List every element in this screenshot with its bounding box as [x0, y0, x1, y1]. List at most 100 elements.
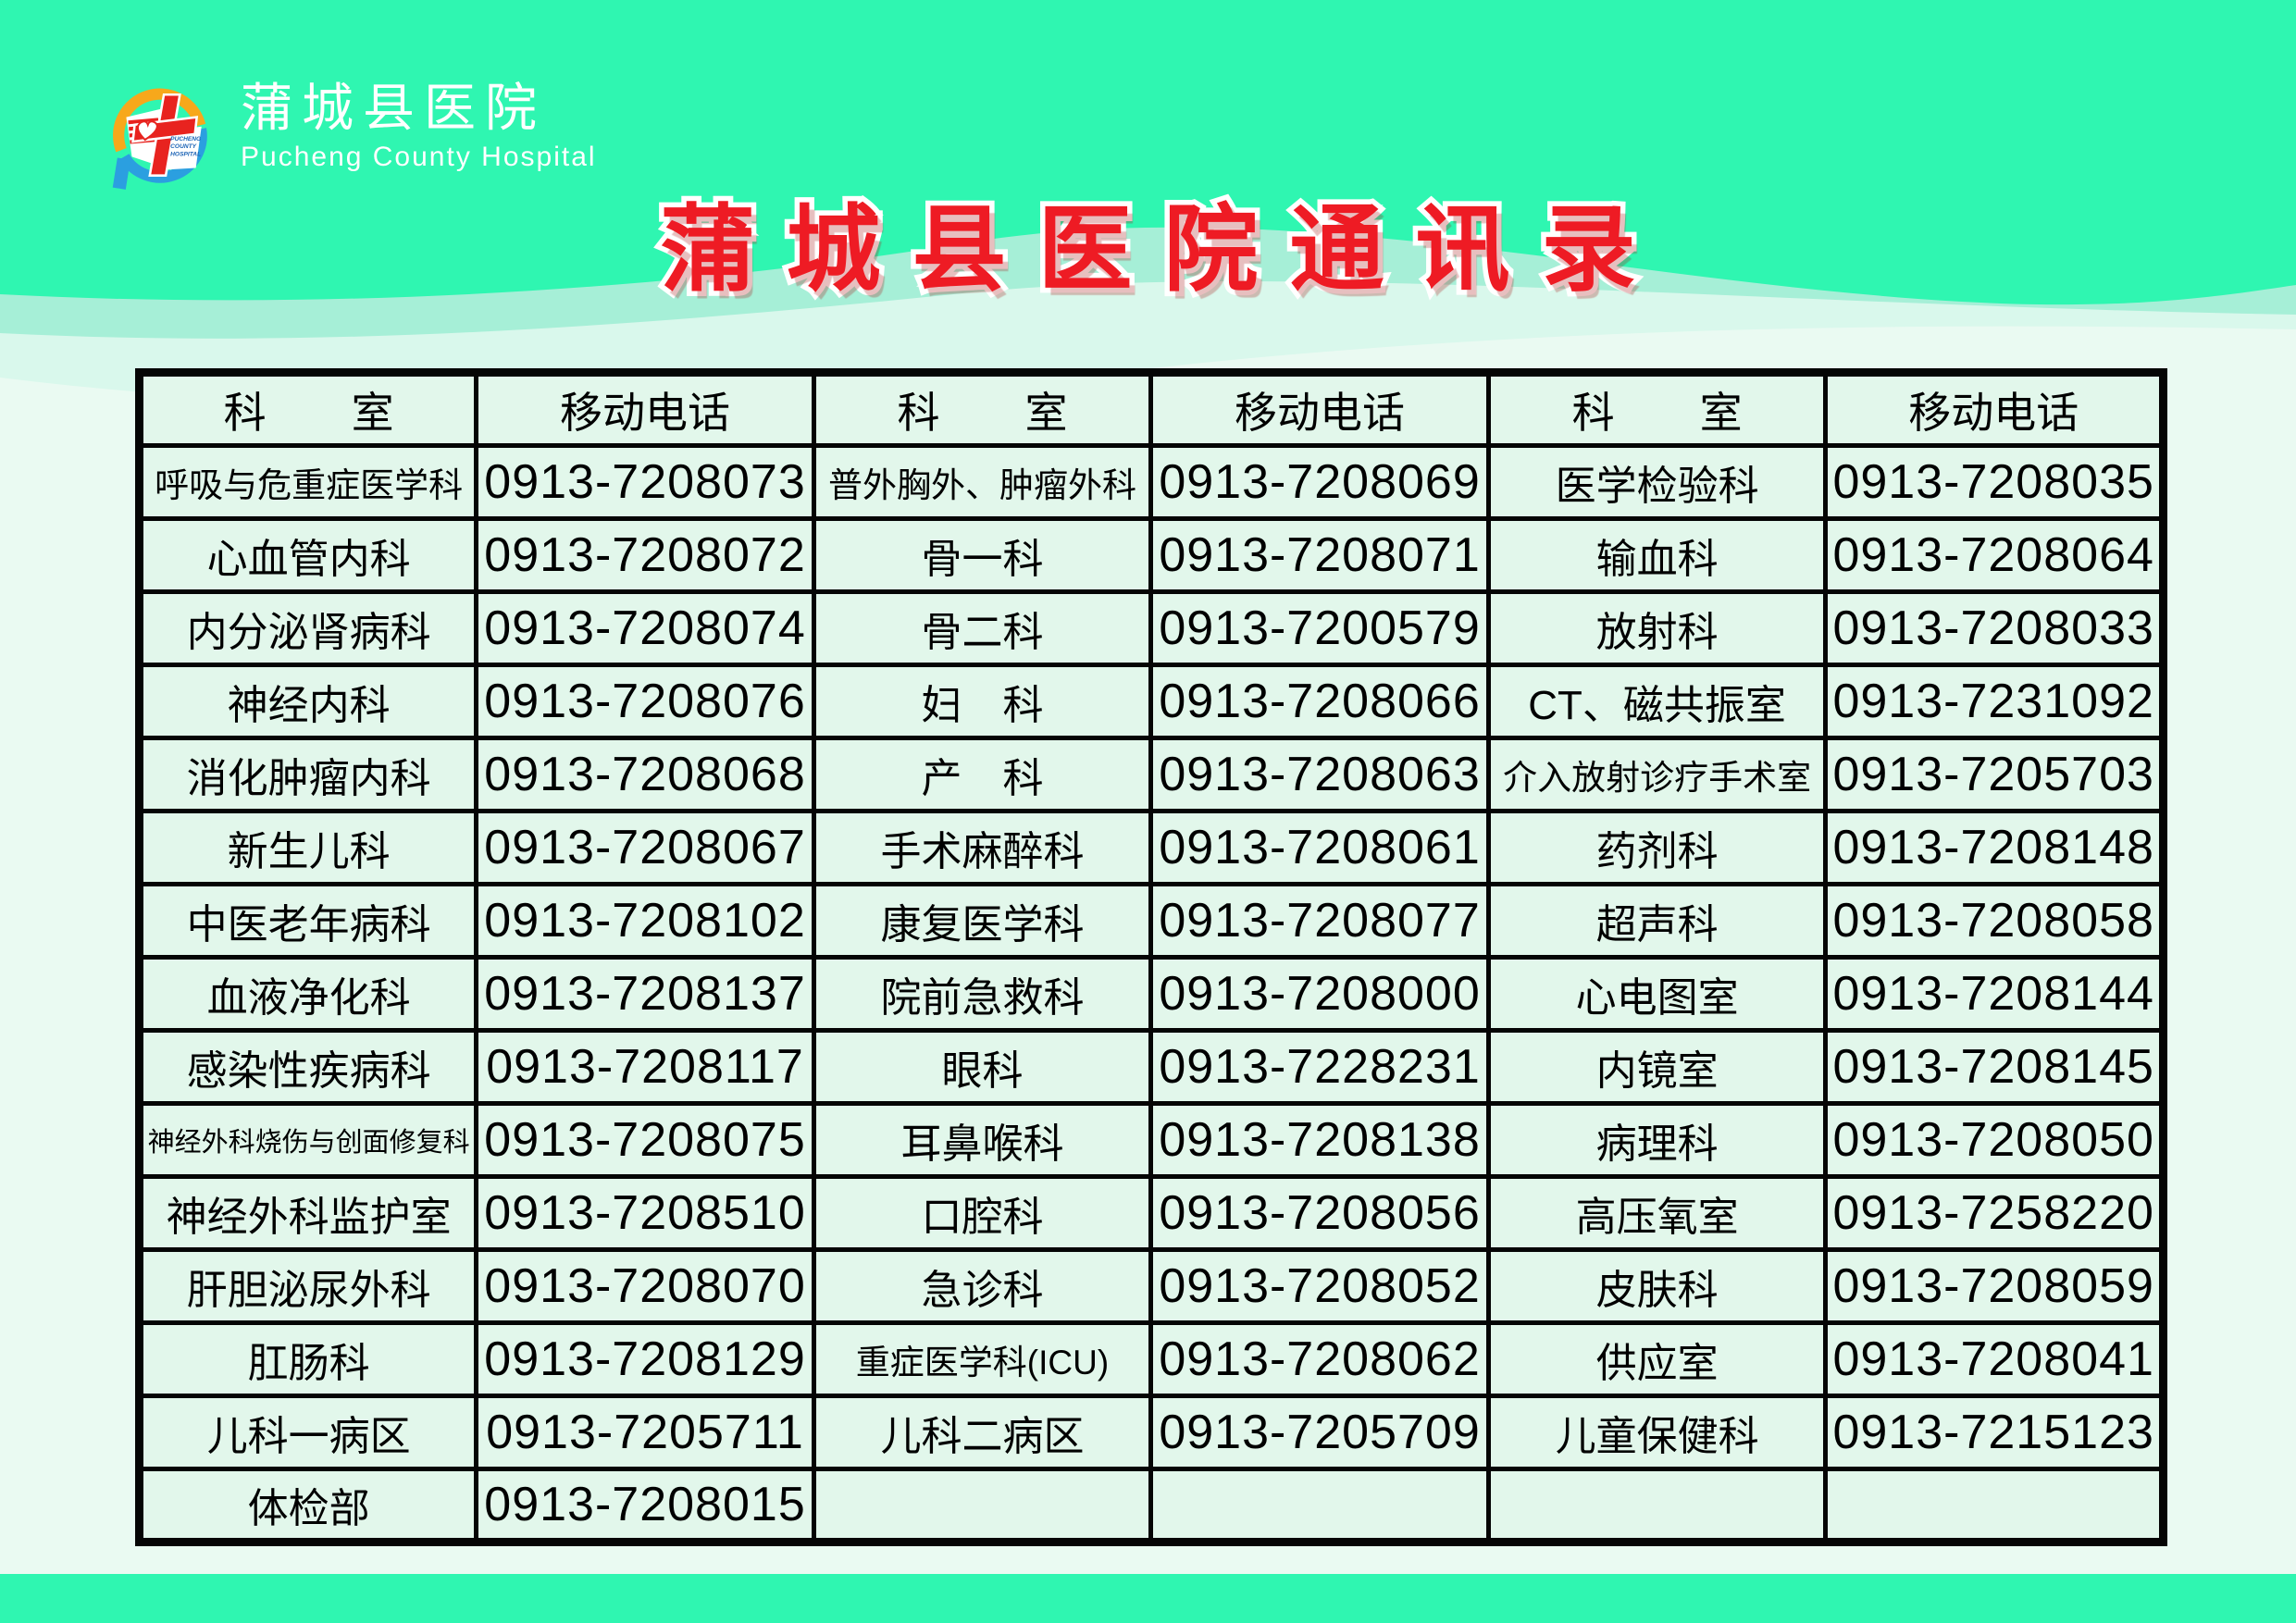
phone-header: 移动电话 — [1823, 370, 2166, 448]
table-row: 内分泌肾病科 0913-7208074 骨二科 0913-7200579 放射科 0913… — [136, 589, 2166, 667]
table-row: 新生儿科 0913-7208067 手术麻醉科 0913-7208061 药剂科 0913… — [136, 809, 2166, 886]
phone-cell: 0913-7208035 — [1823, 443, 2166, 521]
dept-cell: 眼科 — [811, 1028, 1154, 1106]
logo-hospital-name-en: Pucheng County Hospital — [241, 141, 597, 172]
dept-cell: 院前急救科 — [811, 955, 1154, 1033]
phone-cell: 0913-7231092 — [1823, 663, 2166, 740]
phone-cell: 0913-7208058 — [1823, 882, 2166, 960]
logo-text: 蒲城县医院 Pucheng County Hospital — [241, 81, 597, 173]
dept-cell: 心电图室 — [1485, 955, 1829, 1033]
dept-cell: 中医老年病科 — [136, 882, 479, 960]
dept-cell: 心血管内科 — [136, 516, 479, 594]
dept-cell: 耳鼻喉科 — [811, 1101, 1154, 1179]
dept-cell: 新生儿科 — [136, 809, 479, 886]
dept-cell: 介入放射诊疗手术室 — [1485, 736, 1829, 813]
phone-cell: 0913-7208068 — [474, 736, 816, 813]
table-row: 血液净化科 0913-7208137 院前急救科 0913-7208000 心电图室 09… — [136, 955, 2166, 1033]
phone-cell: 0913-7208073 — [474, 443, 816, 521]
phone-cell: 0913-7208061 — [1148, 809, 1491, 886]
phone-cell: 0913-7208071 — [1148, 516, 1491, 594]
table-row: 儿科一病区 0913-7205711 儿科二病区 0913-7205709 儿童保健科 0… — [136, 1394, 2166, 1471]
hospital-logo: PUCHENG COUNTY HOSPITAL 蒲城县医院 Pucheng Co… — [104, 81, 597, 194]
phone-cell: 0913-7208070 — [474, 1247, 816, 1325]
poster-title: 蒲城县医院通讯录 — [655, 192, 1668, 308]
dept-cell: 神经内科 — [136, 663, 479, 740]
bottom-accent-strip — [0, 1574, 2296, 1623]
dept-cell: 高压氧室 — [1485, 1174, 1829, 1252]
dept-cell: 皮肤科 — [1485, 1247, 1829, 1325]
phone-cell: 0913-7208015 — [474, 1467, 816, 1544]
dept-cell: 供应室 — [1485, 1320, 1829, 1398]
table-row: 神经外科烧伤与创面修复科 0913-7208075 耳鼻喉科 0913-7208138… — [136, 1101, 2166, 1179]
phone-cell: 0913-7208052 — [1148, 1247, 1491, 1325]
logo-hospital-name-zh: 蒲城县医院 — [241, 79, 546, 137]
phone-cell: 0913-7208137 — [474, 955, 816, 1033]
dept-cell: 呼吸与危重症医学科 — [136, 443, 479, 521]
phone-cell: 0913-7208063 — [1148, 736, 1491, 813]
phone-cell: 0913-7208000 — [1148, 955, 1491, 1033]
dept-cell: 骨一科 — [811, 516, 1154, 594]
phone-cell: 0913-7208145 — [1823, 1028, 2166, 1106]
phone-cell: 0913-7208033 — [1823, 589, 2166, 667]
dept-cell: 儿童保健科 — [1485, 1394, 1829, 1471]
dept-cell: 产 科 — [811, 736, 1154, 813]
phone-cell: 0913-7208059 — [1823, 1247, 2166, 1325]
phone-cell: 0913-7208510 — [474, 1174, 816, 1252]
phone-cell: 0913-7200579 — [1148, 589, 1491, 667]
dept-cell: 血液净化科 — [136, 955, 479, 1033]
emblem-text-line3: HOSPITAL — [170, 151, 201, 157]
dept-cell: 内分泌肾病科 — [136, 589, 479, 667]
dept-cell: 肝胆泌尿外科 — [136, 1247, 479, 1325]
dept-header: 科 室 — [1485, 370, 1829, 448]
hospital-emblem-icon: PUCHENG COUNTY HOSPITAL — [112, 88, 207, 190]
phone-cell: 0913-7258220 — [1823, 1174, 2166, 1252]
dept-cell: 体检部 — [136, 1467, 479, 1544]
dept-cell: 急诊科 — [811, 1247, 1154, 1325]
dept-cell: 感染性疾病科 — [136, 1028, 479, 1106]
phone-cell: 0913-7208072 — [474, 516, 816, 594]
dept-cell — [811, 1467, 1154, 1544]
phone-cell: 0913-7205711 — [474, 1394, 816, 1471]
header-row: 科 室 移动电话 科 室 移动电话 科 室 移动电话 — [136, 370, 2166, 448]
dept-cell: 口腔科 — [811, 1174, 1154, 1252]
phone-header: 移动电话 — [474, 370, 816, 448]
header-wave-background — [0, 0, 2296, 405]
phone-cell: 0913-7208148 — [1823, 809, 2166, 886]
dept-cell — [1485, 1467, 1829, 1544]
dept-header: 科 室 — [811, 370, 1154, 448]
dept-cell: 妇 科 — [811, 663, 1154, 740]
dept-cell: 儿科一病区 — [136, 1394, 479, 1471]
phone-cell: 0913-7208102 — [474, 882, 816, 960]
phone-cell: 0913-7208067 — [474, 809, 816, 886]
dept-cell: 内镜室 — [1485, 1028, 1829, 1106]
emblem-text-line1: PUCHENG — [170, 136, 201, 142]
phone-cell: 0913-7215123 — [1823, 1394, 2166, 1471]
phone-cell: 0913-7208064 — [1823, 516, 2166, 594]
table-row: 肝胆泌尿外科 0913-7208070 急诊科 0913-7208052 皮肤科 0913… — [136, 1247, 2166, 1325]
dept-cell: 消化肿瘤内科 — [136, 736, 479, 813]
table-row: 肛肠科 0913-7208129 重症医学科(ICU) 0913-7208062 供应室… — [136, 1320, 2166, 1398]
dept-cell: 神经外科烧伤与创面修复科 — [136, 1101, 479, 1179]
table-row: 中医老年病科 0913-7208102 康复医学科 0913-7208077 超声科 09… — [136, 882, 2166, 960]
dept-cell: 儿科二病区 — [811, 1394, 1154, 1471]
phone-cell: 0913-7208062 — [1148, 1320, 1491, 1398]
phone-cell: 0913-7208075 — [474, 1101, 816, 1179]
dept-cell: 病理科 — [1485, 1101, 1829, 1179]
directory-table-wrap: 科 室 移动电话 科 室 移动电话 科 室 移动电话 呼吸与危重症医学科 0913… — [135, 368, 2167, 1546]
table-row: 消化肿瘤内科 0913-7208068 产 科 0913-7208063 介入放射诊疗手… — [136, 736, 2166, 813]
phone-cell: 0913-7208117 — [474, 1028, 816, 1106]
dept-cell: CT、磁共振室 — [1485, 663, 1829, 740]
phone-cell: 0913-7228231 — [1148, 1028, 1491, 1106]
phone-header: 移动电话 — [1148, 370, 1491, 448]
dept-cell: 输血科 — [1485, 516, 1829, 594]
phone-cell: 0913-7208056 — [1148, 1174, 1491, 1252]
emblem-text-line2: COUNTY — [170, 143, 196, 150]
phone-cell: 0913-7205703 — [1823, 736, 2166, 813]
dept-cell: 重症医学科(ICU) — [811, 1320, 1154, 1398]
table-row: 呼吸与危重症医学科 0913-7208073 普外胸外、肿瘤外科 0913-72080… — [136, 443, 2166, 521]
phone-cell: 0913-7208066 — [1148, 663, 1491, 740]
phone-cell: 0913-7208041 — [1823, 1320, 2166, 1398]
phone-cell: 0913-7208050 — [1823, 1101, 2166, 1179]
dept-cell: 神经外科监护室 — [136, 1174, 479, 1252]
